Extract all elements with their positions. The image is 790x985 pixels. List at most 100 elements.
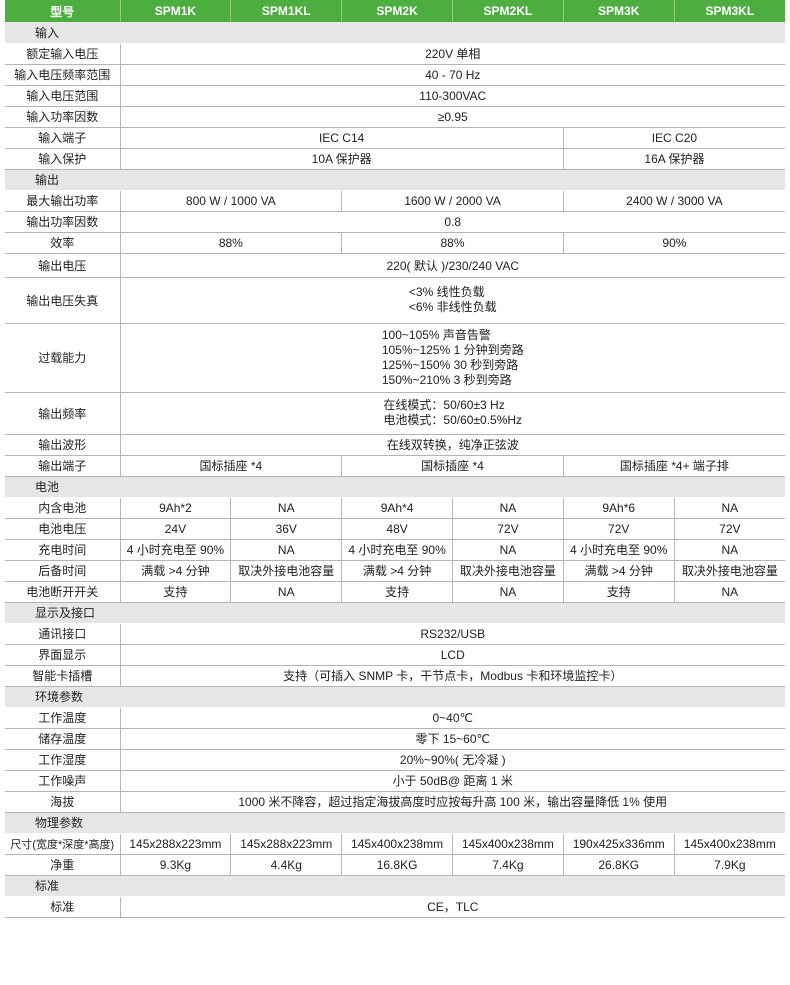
spec-label: 电池电压 [5,518,120,540]
section-title: 输出 [5,169,785,191]
spec-row: 内含电池 9Ah*2 NA 9Ah*4 NA 9Ah*6 NA [5,497,785,519]
spec-value: NA [230,581,342,603]
spec-value: 取决外接电池容量 [230,560,342,582]
spec-value: NA [451,539,564,561]
spec-value: LCD [119,644,785,666]
spec-value: 支持 [341,581,453,603]
spec-label: 智能卡插槽 [5,665,120,687]
spec-label: 尺寸(宽度*深度*高度) [5,833,120,855]
spec-label: 过载能力 [5,323,120,393]
spec-value: NA [451,497,564,519]
spec-row: 充电时间 4 小时充电至 90% NA 4 小时充电至 90% NA 4 小时充电至 90… [5,539,785,561]
spec-label: 输出频率 [5,392,120,435]
spec-row: 额定输入电压 220V 单相 [5,43,785,65]
spec-value: 24V [119,518,231,540]
spec-label: 标准 [5,896,120,918]
spec-row: 输出电压失真 <3% 线性负载 <6% 非线性负载 [5,277,785,324]
spec-label: 输出电压 [5,253,120,278]
spec-table: 型号 SPM1K SPM1KL SPM2K SPM2KL SPM3K SPM3KL 输入额… [5,0,785,918]
spec-label: 储存温度 [5,728,120,750]
spec-row: 过载能力 100~105% 声音告警 105%~125% 1 分钟到旁路 125%… [5,323,785,393]
spec-value: RS232/USB [119,623,785,645]
spec-row: 输出频率 在线模式：50/60±3 Hz 电池模式：50/60±0.5%Hz [5,392,785,435]
section-row: 输出 [5,169,785,191]
header-model: SPM2KL [451,0,564,22]
spec-label: 工作温度 [5,707,120,729]
spec-value: 40 - 70 Hz [119,64,785,86]
spec-row: 通讯接口 RS232/USB [5,623,785,645]
spec-value: 16.8KG [341,854,453,876]
spec-value-text: 100~105% 声音告警 105%~125% 1 分钟到旁路 125%~150… [381,327,524,387]
spec-label: 工作湿度 [5,749,120,771]
spec-row: 输入保护 10A 保护器 16A 保护器 [5,148,785,170]
spec-value: 取决外接电池容量 [451,560,564,582]
spec-row: 储存温度 零下 15~60℃ [5,728,785,750]
spec-row: 后备时间 满载 >4 分钟 取决外接电池容量 满载 >4 分钟 取决外接电池容量 满载 >… [5,560,785,582]
spec-value: 满载 >4 分钟 [562,560,675,582]
spec-value-text: 在线模式：50/60±3 Hz 电池模式：50/60±0.5%Hz [383,398,523,427]
spec-value: 72V [451,518,564,540]
spec-value: 4 小时充电至 90% [341,539,453,561]
header-model: SPM3K [562,0,675,22]
spec-row: 电池断开开关 支持 NA 支持 NA 支持 NA [5,581,785,603]
spec-value: 4 小时充电至 90% [562,539,675,561]
spec-label: 输入功率因数 [5,106,120,128]
spec-value: 国标插座 *4+ 端子排 [562,455,785,477]
spec-value: 国标插座 *4 [341,455,564,477]
spec-value: 36V [230,518,342,540]
section-title: 输入 [5,22,785,44]
spec-value: 20%~90%( 无冷凝 ) [119,749,785,771]
spec-label: 输入保护 [5,148,120,170]
spec-value: 在线双转换，纯净正弦波 [119,434,785,456]
spec-label: 界面显示 [5,644,120,666]
spec-row: 输出功率因数 0.8 [5,211,785,233]
spec-row: 输入端子 IEC C14 IEC C20 [5,127,785,149]
spec-row: 工作温度 0~40℃ [5,707,785,729]
spec-label: 输入端子 [5,127,120,149]
spec-value: 48V [341,518,453,540]
section-title: 环境参数 [5,686,785,708]
spec-value: 72V [673,518,785,540]
spec-value: 满载 >4 分钟 [341,560,453,582]
spec-value: 145x400x238mm [451,833,564,855]
spec-value: 支持 [562,581,675,603]
spec-row: 输出波形 在线双转换，纯净正弦波 [5,434,785,456]
spec-value: NA [451,581,564,603]
section-title: 显示及接口 [5,602,785,624]
spec-value: 90% [562,232,785,254]
spec-label: 内含电池 [5,497,120,519]
spec-value: 1000 米不降容，超过指定海拔高度时应按每升高 100 米，输出容量降低 1%… [119,791,785,813]
spec-label: 海拔 [5,791,120,813]
section-row: 电池 [5,476,785,498]
spec-label: 额定输入电压 [5,43,120,65]
section-row: 输入 [5,22,785,44]
spec-value: 26.8KG [562,854,675,876]
section-row: 物理参数 [5,812,785,834]
spec-value: 4.4Kg [230,854,342,876]
spec-label: 最大输出功率 [5,190,120,212]
spec-label: 净重 [5,854,120,876]
spec-value: 800 W / 1000 VA [119,190,342,212]
spec-value: NA [230,497,342,519]
spec-value: 1600 W / 2000 VA [341,190,564,212]
spec-row: 智能卡插槽 支持（可插入 SNMP 卡，干节点卡，Modbus 卡和环境监控卡） [5,665,785,687]
spec-label: 效率 [5,232,120,254]
spec-label: 工作噪声 [5,770,120,792]
spec-label: 输出电压失真 [5,277,120,324]
spec-label: 输入电压范围 [5,85,120,107]
spec-value: 145x400x238mm [341,833,453,855]
spec-value: 满载 >4 分钟 [119,560,231,582]
spec-row: 输出端子 国标插座 *4 国标插座 *4 国标插座 *4+ 端子排 [5,455,785,477]
spec-row: 输入功率因数 ≥0.95 [5,106,785,128]
spec-row: 净重 9.3Kg 4.4Kg 16.8KG 7.4Kg 26.8KG 7.9Kg [5,854,785,876]
spec-label: 通讯接口 [5,623,120,645]
spec-row: 界面显示 LCD [5,644,785,666]
spec-value: NA [673,497,785,519]
spec-label: 充电时间 [5,539,120,561]
spec-value: 9Ah*4 [341,497,453,519]
header-model: SPM3KL [673,0,785,22]
header-row: 型号 SPM1K SPM1KL SPM2K SPM2KL SPM3K SPM3KL [5,0,785,22]
spec-label: 电池断开开关 [5,581,120,603]
spec-value-text: <3% 线性负载 <6% 非线性负载 [408,285,497,314]
header-model: SPM1KL [230,0,342,22]
